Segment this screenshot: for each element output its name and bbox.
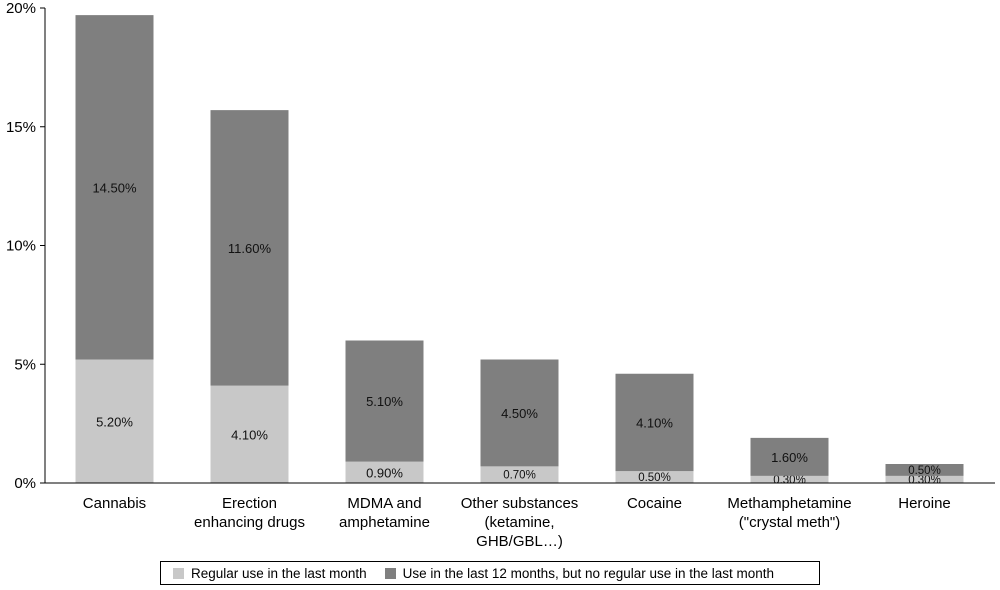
data-label: 4.10%: [636, 415, 673, 430]
bar-segment-12-months: [345, 340, 424, 462]
data-label: 14.50%: [92, 180, 137, 195]
x-axis: Cannabis Erection enhancing drugs MDMA and a…: [45, 482, 995, 550]
bar-segment-12-months: [480, 359, 559, 467]
bar-segment-12-months: [75, 15, 154, 360]
y-axis: 0% 5% 10% 15% 20%: [6, 0, 46, 492]
bar-segment-regular: [210, 385, 289, 483]
legend-label-12-months: Use in the last 12 months, but no regula…: [402, 565, 775, 581]
bar-segment-regular: [750, 475, 829, 483]
x-category-label: Heroine: [898, 495, 951, 512]
legend-label-regular: Regular use in the last month: [191, 565, 367, 581]
y-tick-label: 0%: [14, 475, 36, 492]
bar-segment-regular: [480, 466, 559, 483]
x-category-label: Methamphetamine ("crystal meth"): [727, 495, 851, 531]
bar-segment-regular: [75, 359, 154, 483]
x-category-label: Other substances (ketamine, GHB/GBL…): [461, 495, 579, 550]
legend-swatch-regular: [173, 567, 184, 579]
data-label: 4.50%: [501, 406, 538, 421]
bar-segment-regular: [345, 461, 424, 483]
bar-segment-12-months: [210, 110, 289, 386]
data-label: 0.90%: [366, 465, 403, 480]
data-label: 4.10%: [231, 427, 268, 442]
data-label: 0.30%: [773, 474, 806, 486]
bar-segment-12-months: [885, 464, 964, 476]
y-tick-label: 10%: [6, 238, 36, 255]
bar-segment-regular: [885, 475, 964, 483]
y-tick-label: 5%: [14, 356, 36, 373]
data-label: 5.10%: [366, 394, 403, 409]
bars: 5.20% 14.50% 4.10% 11.60% 0.90% 5.10% 0.70% 4.5…: [75, 15, 964, 486]
legend-item-regular: Regular use in the last month: [173, 566, 367, 581]
x-category-label: MDMA and amphetamine: [339, 495, 430, 531]
x-category-label: Cannabis: [83, 495, 146, 512]
data-label: 0.70%: [503, 470, 536, 482]
legend-swatch-12-months: [384, 567, 396, 579]
x-category-label: Cocaine: [627, 495, 682, 512]
bar-segment-12-months: [615, 373, 694, 472]
bar-segment-regular: [615, 471, 694, 483]
data-label: 11.60%: [228, 241, 272, 256]
data-label: 1.60%: [771, 450, 808, 465]
bar-segment-12-months: [750, 437, 829, 476]
data-label: 5.20%: [96, 414, 133, 429]
data-label: 0.50%: [638, 472, 671, 484]
legend-item-12-months: Use in the last 12 months, but no regula…: [384, 565, 775, 581]
y-tick-label: 15%: [6, 119, 36, 136]
y-tick-label: 20%: [6, 0, 36, 17]
stacked-bar-chart: 0% 5% 10% 15% 20% 5.20% 14.50% 4.10% 11.60% 0.90…: [6, 0, 995, 550]
legend: Regular use in the last month Use in the…: [160, 561, 820, 585]
data-label: 0.50%: [908, 465, 941, 477]
x-category-label: Erection enhancing drugs: [194, 495, 305, 531]
